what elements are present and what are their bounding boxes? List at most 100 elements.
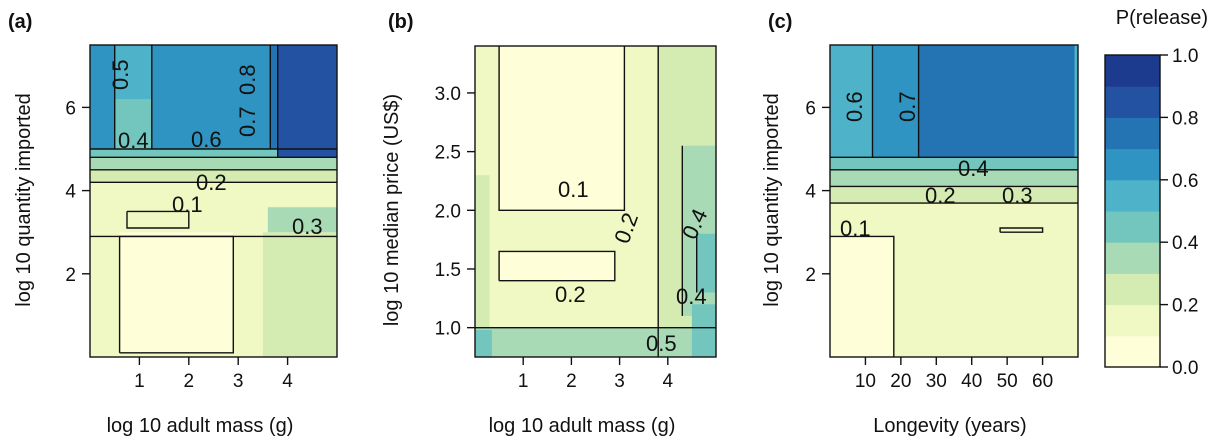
contour-label: 0.7 — [235, 106, 260, 137]
y-tick-label: 1.0 — [435, 319, 461, 340]
contour-region — [277, 45, 337, 158]
panel-b-xlabel: log 10 adult mass (g) — [489, 415, 676, 437]
x-tick-label: 1 — [134, 371, 145, 392]
contour-label: 0.4 — [676, 284, 707, 309]
contour-label: 0.1 — [558, 177, 589, 202]
y-tick-label: 6 — [805, 98, 816, 119]
colorbar-bins — [1104, 54, 1161, 368]
colorbar-frame — [1104, 54, 1161, 368]
panel-a-xlabel: log 10 adult mass (g) — [107, 415, 294, 437]
x-tick-label: 30 — [926, 371, 947, 392]
y-tick-label: 4 — [805, 182, 816, 203]
colorbar-tick-label: 0.6 — [1172, 171, 1198, 192]
plot-frame — [829, 44, 1079, 358]
panel-c-ylabel: log 10 quantity imported — [761, 93, 783, 306]
contour-line — [830, 235, 895, 357]
panel-c-xticks: 10 20 30 40 50 60 — [855, 357, 1053, 392]
contour-region — [270, 45, 278, 149]
contour-region — [830, 186, 1078, 204]
x-tick-label: 20 — [890, 371, 911, 392]
panel-c-plot — [829, 44, 1079, 358]
colorbar-ticks: 0.0 0.2 0.4 0.6 0.8 1.0 — [1160, 46, 1199, 379]
colorbar-bin — [1105, 179, 1160, 212]
contour-label: 0.3 — [292, 214, 323, 239]
panel-c-contour-labels: 0.6 0.7 0.4 0.2 0.3 0.1 — [840, 91, 1033, 241]
x-tick-label: 1 — [518, 371, 529, 392]
x-tick-label: 10 — [855, 371, 876, 392]
panel-a-tag: (a) — [8, 11, 32, 33]
contour-region — [830, 169, 1078, 187]
contour-region — [830, 236, 894, 357]
contour-label: 0.5 — [646, 331, 677, 356]
contour-label: 0.5 — [108, 59, 133, 90]
x-tick-label: 3 — [614, 371, 625, 392]
y-tick-label: 4 — [65, 182, 76, 203]
contour-region — [475, 330, 492, 357]
contour-region — [119, 211, 234, 353]
panel-c-tag: (c) — [768, 11, 792, 33]
panel-a-ylabel: log 10 quantity imported — [13, 93, 35, 306]
contour-label: 0.8 — [235, 64, 260, 95]
contour-label: 0.4 — [118, 128, 149, 153]
y-tick-label: 2 — [65, 265, 76, 286]
colorbar-tick-label: 1.0 — [1172, 46, 1198, 67]
y-tick-label: 2.5 — [435, 143, 461, 164]
colorbar-tick-label: 0.4 — [1172, 233, 1199, 254]
y-tick-label: 2 — [805, 265, 816, 286]
colorbar: P(release) 0.0 0.2 0.4 0.6 0.8 1.0 — [1104, 7, 1208, 379]
colorbar-bin — [1105, 117, 1160, 150]
colorbar-bin — [1105, 148, 1160, 181]
contour-region — [918, 45, 1075, 158]
x-tick-label: 2 — [566, 371, 577, 392]
x-tick-label: 40 — [961, 371, 982, 392]
panel-c-yticks: 2 4 6 — [805, 98, 830, 286]
plot-frame — [89, 44, 338, 358]
panel-a-contour-labels: 0.5 0.7 0.8 0.4 0.6 0.2 0.1 0.3 — [108, 59, 323, 239]
contour-region — [475, 327, 716, 357]
x-tick-label: 3 — [233, 371, 244, 392]
contour-label: 0.6 — [842, 91, 867, 122]
x-tick-label: 60 — [1032, 371, 1053, 392]
contour-region — [499, 46, 625, 211]
contour-region — [90, 149, 337, 158]
contour-region — [696, 233, 716, 293]
contour-region — [830, 157, 1078, 170]
contour-label: 0.3 — [1002, 183, 1033, 208]
colorbar-tick-label: 0.0 — [1172, 358, 1198, 379]
contour-label: 0.7 — [895, 91, 920, 122]
contour-region — [691, 304, 716, 357]
contour-label: 0.6 — [191, 127, 222, 152]
panel-b-plot — [474, 45, 717, 358]
contour-region — [267, 207, 337, 233]
panel-b-tag: (b) — [388, 11, 414, 33]
colorbar-bin — [1105, 242, 1160, 274]
contour-region — [90, 169, 337, 183]
panel-b-ylabel: log 10 median price (US$) — [381, 94, 403, 326]
contour-region — [90, 157, 337, 170]
y-tick-label: 6 — [65, 98, 76, 119]
colorbar-bin — [1105, 211, 1160, 243]
contour-line — [999, 227, 1044, 233]
panel-b-yticks: 1.0 1.5 2.0 2.5 3.0 — [435, 84, 475, 340]
x-tick-label: 50 — [997, 371, 1018, 392]
panel-c: (c) Longevity (years) log 10 quantity im… — [761, 11, 1079, 437]
contour-line — [126, 210, 190, 229]
contour-region — [872, 45, 919, 158]
contour-region — [114, 99, 152, 149]
panel-b-xticks: 1 2 3 4 — [518, 357, 674, 392]
colorbar-bin — [1105, 86, 1160, 118]
contour-region — [475, 175, 490, 328]
contour-label: 0.1 — [172, 192, 203, 217]
colorbar-tick-label: 0.8 — [1172, 108, 1198, 129]
plot-frame — [474, 45, 717, 358]
x-tick-label: 2 — [184, 371, 195, 392]
contour-region — [499, 251, 615, 281]
x-tick-label: 4 — [282, 371, 293, 392]
contour-label: 0.2 — [925, 183, 956, 208]
colorbar-bin — [1105, 55, 1160, 87]
colorbar-bin — [1105, 273, 1160, 306]
y-tick-label: 3.0 — [435, 84, 461, 105]
panel-a-plot — [89, 44, 338, 358]
contour-label: 0.1 — [840, 216, 871, 241]
